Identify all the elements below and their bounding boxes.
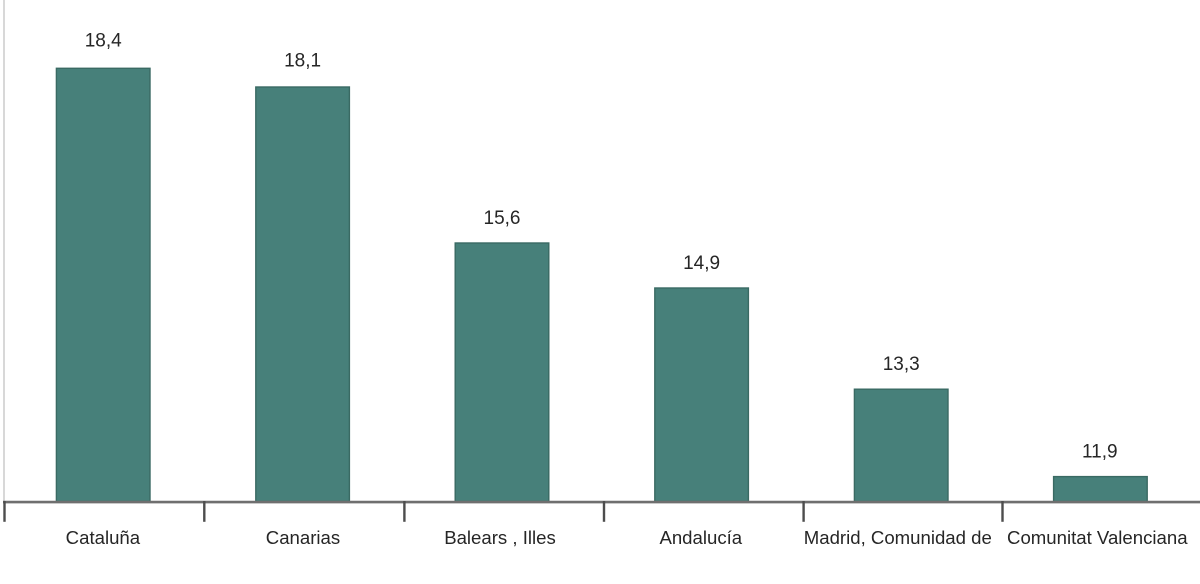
svg-text:13,3: 13,3 <box>883 354 920 375</box>
svg-text:18,1: 18,1 <box>284 51 321 72</box>
svg-text:14,9: 14,9 <box>683 253 720 274</box>
svg-text:Andalucía: Andalucía <box>659 527 742 548</box>
svg-text:Canarias: Canarias <box>266 527 340 548</box>
svg-text:15,6: 15,6 <box>484 208 521 229</box>
svg-text:Madrid, Comunidad de: Madrid, Comunidad de <box>804 527 992 548</box>
svg-text:11,9: 11,9 <box>1082 441 1118 462</box>
svg-text:18,4: 18,4 <box>85 31 122 52</box>
svg-text:Cataluña: Cataluña <box>66 527 141 548</box>
svg-text:Balears , Illes: Balears , Illes <box>444 527 556 548</box>
svg-text:Comunitat Valenciana: Comunitat Valenciana <box>1007 527 1188 548</box>
